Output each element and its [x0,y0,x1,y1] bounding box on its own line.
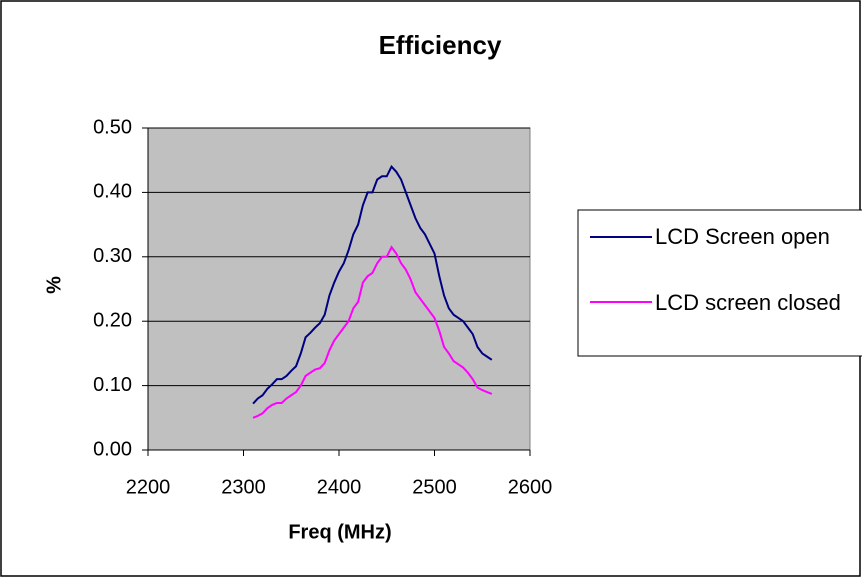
y-tick-label: 0.30 [93,245,132,267]
plot-area [147,127,531,451]
series-line [252,164,493,405]
x-tick-label: 2200 [126,476,171,498]
x-tick-label: 2300 [221,476,266,498]
y-tick-label: 0.50 [93,116,132,138]
y-axis-label: % [43,276,65,294]
y-tick-label: 0.40 [93,181,132,203]
y-tick-label: 0.00 [93,438,132,460]
y-tick-label: 0.20 [93,309,132,331]
x-tick-label: 2500 [412,476,457,498]
x-tick-label: 2600 [508,476,553,498]
x-axis-label: Freq (MHz) [288,521,391,543]
legend-box [577,209,862,357]
y-tick-label: 0.10 [93,374,132,396]
chart-title: Efficiency [379,30,502,60]
series-line [252,245,493,419]
legend-label: LCD Screen open [655,224,830,249]
legend-label: LCD screen closed [655,290,841,315]
x-tick-label: 2400 [317,476,362,498]
